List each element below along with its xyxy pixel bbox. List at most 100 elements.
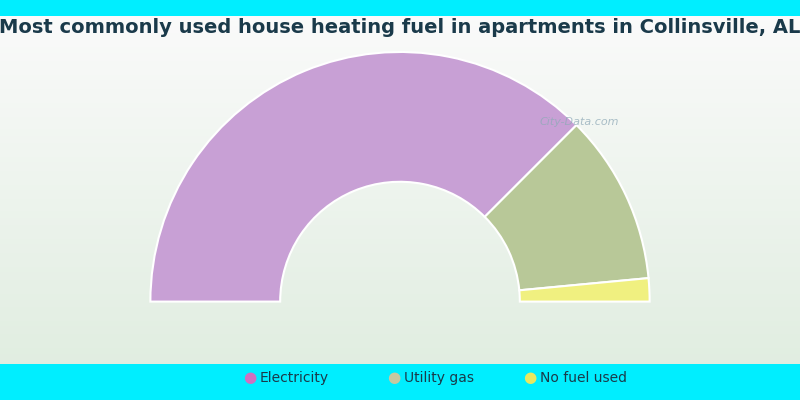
Bar xyxy=(0,348,800,350)
Bar xyxy=(0,239,800,240)
Bar xyxy=(0,155,800,157)
Bar xyxy=(0,131,800,132)
Bar xyxy=(0,268,800,270)
Bar xyxy=(0,248,800,249)
Bar xyxy=(0,120,800,122)
Bar xyxy=(0,172,800,174)
Bar xyxy=(0,277,800,279)
Bar xyxy=(0,214,800,216)
Bar xyxy=(0,186,800,188)
Bar xyxy=(0,176,800,178)
Bar xyxy=(0,314,800,315)
Bar xyxy=(0,39,800,40)
Bar xyxy=(0,194,800,195)
Bar xyxy=(0,274,800,275)
Bar xyxy=(0,322,800,324)
Bar xyxy=(0,260,800,261)
Bar xyxy=(0,126,800,127)
Bar xyxy=(0,261,800,263)
Bar xyxy=(0,89,800,91)
Bar xyxy=(0,150,800,152)
Bar xyxy=(0,94,800,96)
Bar xyxy=(0,298,800,300)
Bar xyxy=(0,336,800,338)
Bar xyxy=(0,86,800,87)
Bar xyxy=(0,291,800,293)
Bar xyxy=(0,87,800,89)
Bar xyxy=(0,82,800,84)
Bar xyxy=(0,70,800,72)
Bar xyxy=(0,197,800,199)
Bar xyxy=(0,52,800,54)
Bar xyxy=(0,63,800,65)
Bar xyxy=(0,79,800,80)
Bar xyxy=(0,275,800,277)
Bar xyxy=(0,171,800,173)
Bar xyxy=(0,218,800,220)
Bar xyxy=(0,195,800,197)
Bar xyxy=(0,209,800,211)
Bar xyxy=(0,54,800,56)
Bar xyxy=(0,315,800,317)
Bar xyxy=(0,308,800,310)
Bar xyxy=(0,207,800,209)
Bar xyxy=(0,258,800,260)
Bar xyxy=(0,202,800,204)
Bar xyxy=(0,360,800,362)
Bar xyxy=(0,152,800,154)
Bar xyxy=(0,228,800,230)
Bar xyxy=(0,326,800,328)
Text: ●: ● xyxy=(386,370,400,386)
Bar xyxy=(0,157,800,159)
Bar xyxy=(0,68,800,70)
Bar xyxy=(0,181,800,183)
Bar xyxy=(0,284,800,286)
Wedge shape xyxy=(485,125,649,290)
Bar xyxy=(0,136,800,138)
Text: Most commonly used house heating fuel in apartments in Collinsville, AL: Most commonly used house heating fuel in… xyxy=(0,18,800,37)
Bar xyxy=(0,266,800,268)
Bar xyxy=(0,117,800,119)
Bar xyxy=(0,106,800,108)
Bar xyxy=(0,301,800,303)
Text: ●: ● xyxy=(522,370,536,386)
Bar xyxy=(0,288,800,289)
Bar xyxy=(0,127,800,129)
Bar xyxy=(0,145,800,146)
Bar xyxy=(0,200,800,202)
Bar xyxy=(0,47,800,49)
Bar xyxy=(0,167,800,169)
Bar xyxy=(0,112,800,114)
Bar xyxy=(0,244,800,246)
Text: Electricity: Electricity xyxy=(260,371,329,385)
Text: No fuel used: No fuel used xyxy=(540,371,627,385)
Bar xyxy=(0,169,800,171)
Bar xyxy=(0,204,800,206)
Bar xyxy=(0,199,800,200)
Bar xyxy=(0,141,800,143)
Bar xyxy=(0,319,800,320)
Bar xyxy=(0,265,800,266)
Bar xyxy=(0,280,800,282)
Wedge shape xyxy=(519,278,650,302)
Bar xyxy=(0,143,800,145)
Bar xyxy=(0,350,800,352)
Bar xyxy=(0,279,800,280)
Bar xyxy=(0,122,800,124)
Bar xyxy=(0,254,800,256)
Bar xyxy=(0,303,800,305)
Bar xyxy=(0,180,800,181)
Bar xyxy=(0,294,800,296)
Bar xyxy=(0,115,800,117)
Bar xyxy=(0,105,800,106)
Bar xyxy=(0,190,800,192)
Bar xyxy=(0,270,800,272)
Wedge shape xyxy=(150,52,577,302)
Bar xyxy=(0,65,800,66)
Bar xyxy=(0,305,800,306)
Bar xyxy=(0,221,800,223)
Bar xyxy=(0,289,800,291)
Bar xyxy=(0,18,800,20)
Bar xyxy=(0,216,800,218)
Bar xyxy=(0,333,800,334)
